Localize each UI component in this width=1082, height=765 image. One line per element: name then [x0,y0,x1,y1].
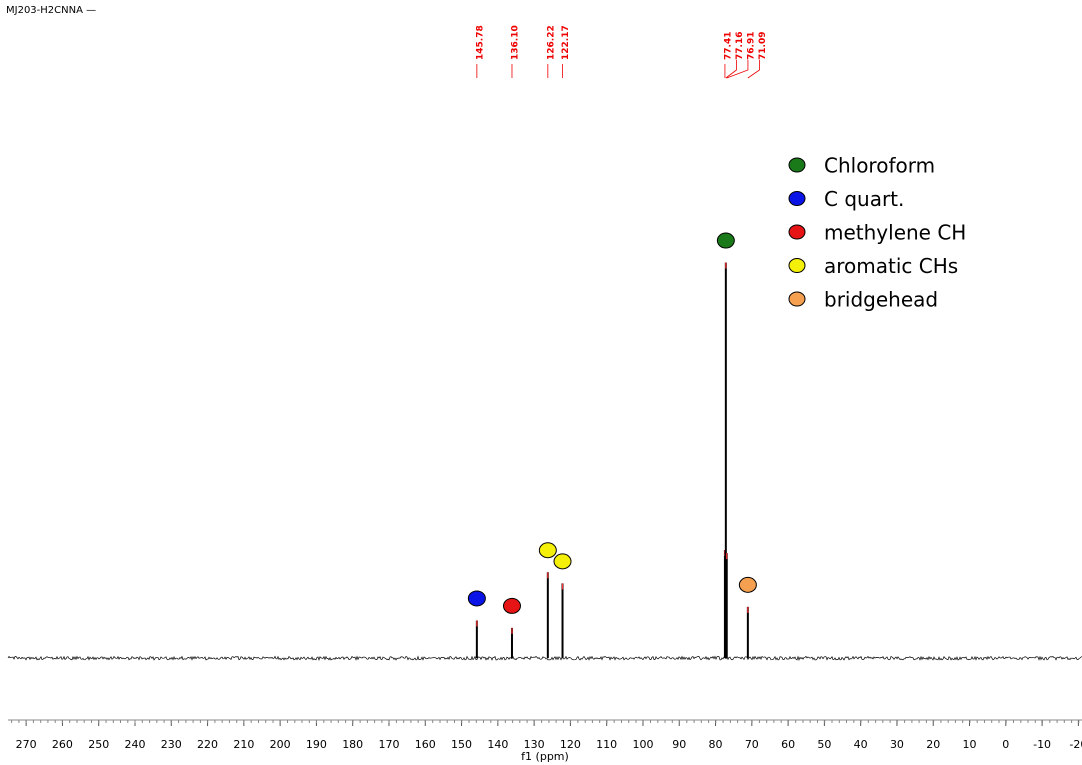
legend-label: bridgehead [824,288,938,312]
baseline-noise [7,655,1082,662]
x-tick-label: 0 [1002,738,1009,751]
x-tick-label: 60 [781,738,795,751]
peak-marker [538,542,557,559]
x-tick-label: 220 [197,738,218,751]
x-tick-label: 40 [854,738,868,751]
peak-marker [738,576,757,593]
x-tick-label: 210 [233,738,254,751]
legend-marker [788,191,806,206]
peak-label: 77.16 [735,32,745,60]
peak-label: 76.91 [746,32,756,60]
x-tick-label: 100 [632,738,653,751]
peak-label-leader [725,60,737,79]
x-tick-label: 120 [560,738,581,751]
x-tick-label: 190 [306,738,327,751]
x-tick-label: 30 [890,738,904,751]
x-tick-label: 160 [415,738,436,751]
legend-label: Chloroform [824,154,935,178]
x-tick-label: 200 [270,738,291,751]
legend-marker [788,258,806,273]
x-tick-label: 90 [672,738,686,751]
peak-label: 71.09 [758,32,768,60]
x-tick-label: 70 [745,738,759,751]
legend-marker [788,157,806,173]
x-tick-label: 240 [124,738,145,751]
peak-marker [467,590,486,607]
peak-label-leader [747,60,760,79]
x-tick-label: 50 [817,738,831,751]
peak-label: 145.78 [475,25,485,60]
peak-label: 77.41 [723,32,733,60]
x-tick-label: 180 [342,738,363,751]
x-tick-label: 260 [52,738,73,751]
x-axis-label: f1 (ppm) [521,750,569,763]
peak-marker [502,597,521,614]
x-tick-label: 20 [926,738,940,751]
x-tick-label: 230 [161,738,182,751]
x-tick-label: 80 [709,738,723,751]
x-tick-label: -20 [1069,738,1082,751]
x-tick-label: 10 [963,738,977,751]
minor-ticks [11,720,1080,723]
x-tick-label: 130 [524,738,545,751]
peak-marker [553,553,572,570]
peak-label: 126.22 [546,25,556,60]
peak-label-leader [726,60,749,79]
legend-marker [788,224,806,240]
x-tick-label: 140 [487,738,508,751]
legend-label: aromatic CHs [824,254,958,278]
x-tick-label: 150 [451,738,472,751]
x-tick-label: 110 [596,738,617,751]
legend-marker [788,291,806,307]
legend-label: C quart. [824,187,904,211]
legend-label: methylene CH [824,221,966,245]
peak-label: 136.10 [510,25,520,60]
x-tick-label: -10 [1033,738,1051,751]
x-tick-label: 170 [378,738,399,751]
peak-marker [716,232,735,249]
x-tick-label: 250 [88,738,109,751]
chart-title: MJ203-H2CNNA — [6,5,96,16]
peak-label: 122.17 [561,25,571,60]
x-tick-label: 270 [16,738,37,751]
